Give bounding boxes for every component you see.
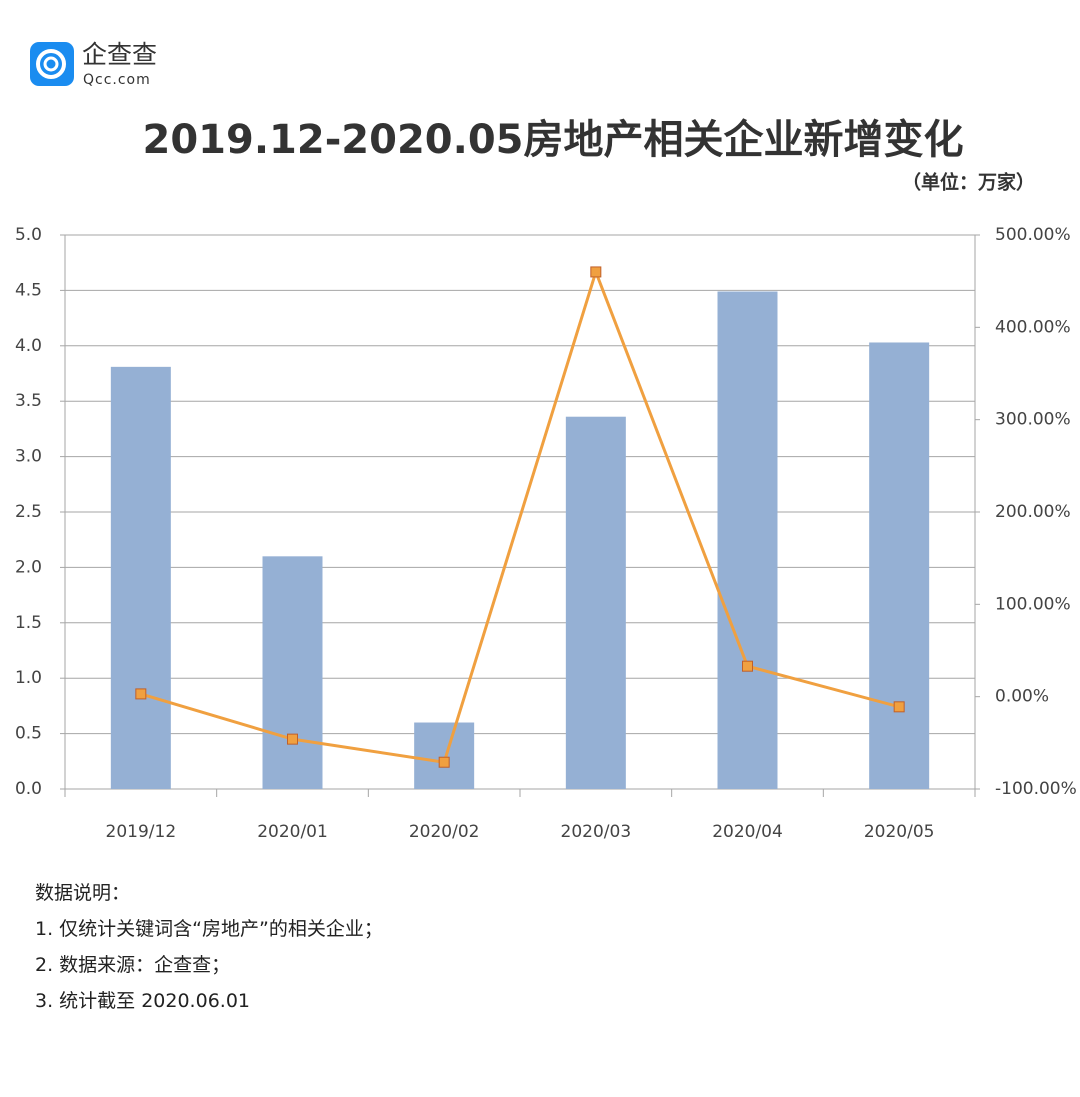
bar [262, 556, 323, 789]
bar [110, 366, 171, 789]
x-tick-label: 2020/05 [864, 822, 935, 842]
y2-tick-label: -100.00% [995, 779, 1077, 799]
line-marker [438, 756, 450, 768]
note: 数据说明： [35, 882, 130, 904]
line-marker [135, 688, 147, 700]
bar [869, 342, 930, 789]
line [140, 267, 900, 764]
x-tick-label: 2020/03 [561, 822, 632, 842]
logo-ring [36, 49, 66, 79]
note: 1. 仅统计关键词含“房地产”的相关企业； [35, 918, 383, 940]
y-tick-label: 1.5 [15, 613, 42, 633]
line-marker [893, 701, 905, 713]
brand-name: 企查查 [82, 40, 157, 69]
note: 3. 统计截至 2020.06.01 [35, 990, 250, 1012]
x-tick-label: 2020/01 [257, 822, 328, 842]
y-tick-label: 2.0 [15, 557, 42, 577]
logo-ring [43, 56, 59, 72]
y-tick-label: 5.0 [15, 225, 42, 245]
y2-tick-label: 0.00% [995, 687, 1049, 707]
y-tick-label: 4.5 [15, 280, 42, 300]
x-tick-label: 2019/12 [106, 822, 177, 842]
y-tick-label: 4.0 [15, 336, 42, 356]
y-tick-label: 3.5 [15, 391, 42, 411]
y2-tick-label: 100.00% [995, 594, 1071, 614]
y2-tick-label: 500.00% [995, 225, 1071, 245]
y2-tick-label: 300.00% [995, 410, 1071, 430]
y-tick-label: 2.5 [15, 502, 42, 522]
brand-domain: Qcc.com [83, 72, 151, 88]
x-tick-label: 2020/02 [409, 822, 480, 842]
bar [414, 722, 475, 789]
note: 2. 数据来源：企查查； [35, 954, 230, 976]
line-marker [742, 660, 753, 672]
y2-tick-label: 400.00% [995, 317, 1071, 337]
x-tick-label: 2020/04 [712, 822, 783, 842]
chart-title: 2019.12-2020.05房地产相关企业新增变化 [143, 117, 964, 163]
chart-subtitle: （单位：万家） [902, 171, 1035, 194]
logo: 企查查 Qcc.com [30, 40, 157, 88]
y2-tick-label: 200.00% [995, 502, 1071, 522]
y-tick-label: 0.0 [15, 779, 42, 799]
y-tick-label: 1.0 [15, 668, 42, 688]
y-tick-label: 3.0 [15, 447, 42, 467]
notes: 数据说明： 1. 仅统计关键词含“房地产”的相关企业； 2. 数据来源：企查查； 3.… [35, 882, 383, 1012]
line-marker [287, 733, 298, 745]
line-marker [590, 266, 602, 278]
bar [565, 416, 626, 789]
bar [717, 291, 778, 789]
y-tick-label: 0.5 [15, 724, 42, 744]
